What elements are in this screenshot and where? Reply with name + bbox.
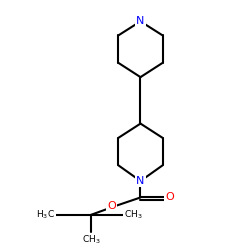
Text: O: O xyxy=(107,201,116,211)
Text: O: O xyxy=(165,192,174,202)
Text: H$_3$C: H$_3$C xyxy=(36,208,55,221)
Text: N: N xyxy=(136,16,145,26)
Text: N: N xyxy=(136,176,145,186)
Text: CH$_3$: CH$_3$ xyxy=(82,233,100,246)
Text: CH$_3$: CH$_3$ xyxy=(124,208,142,221)
